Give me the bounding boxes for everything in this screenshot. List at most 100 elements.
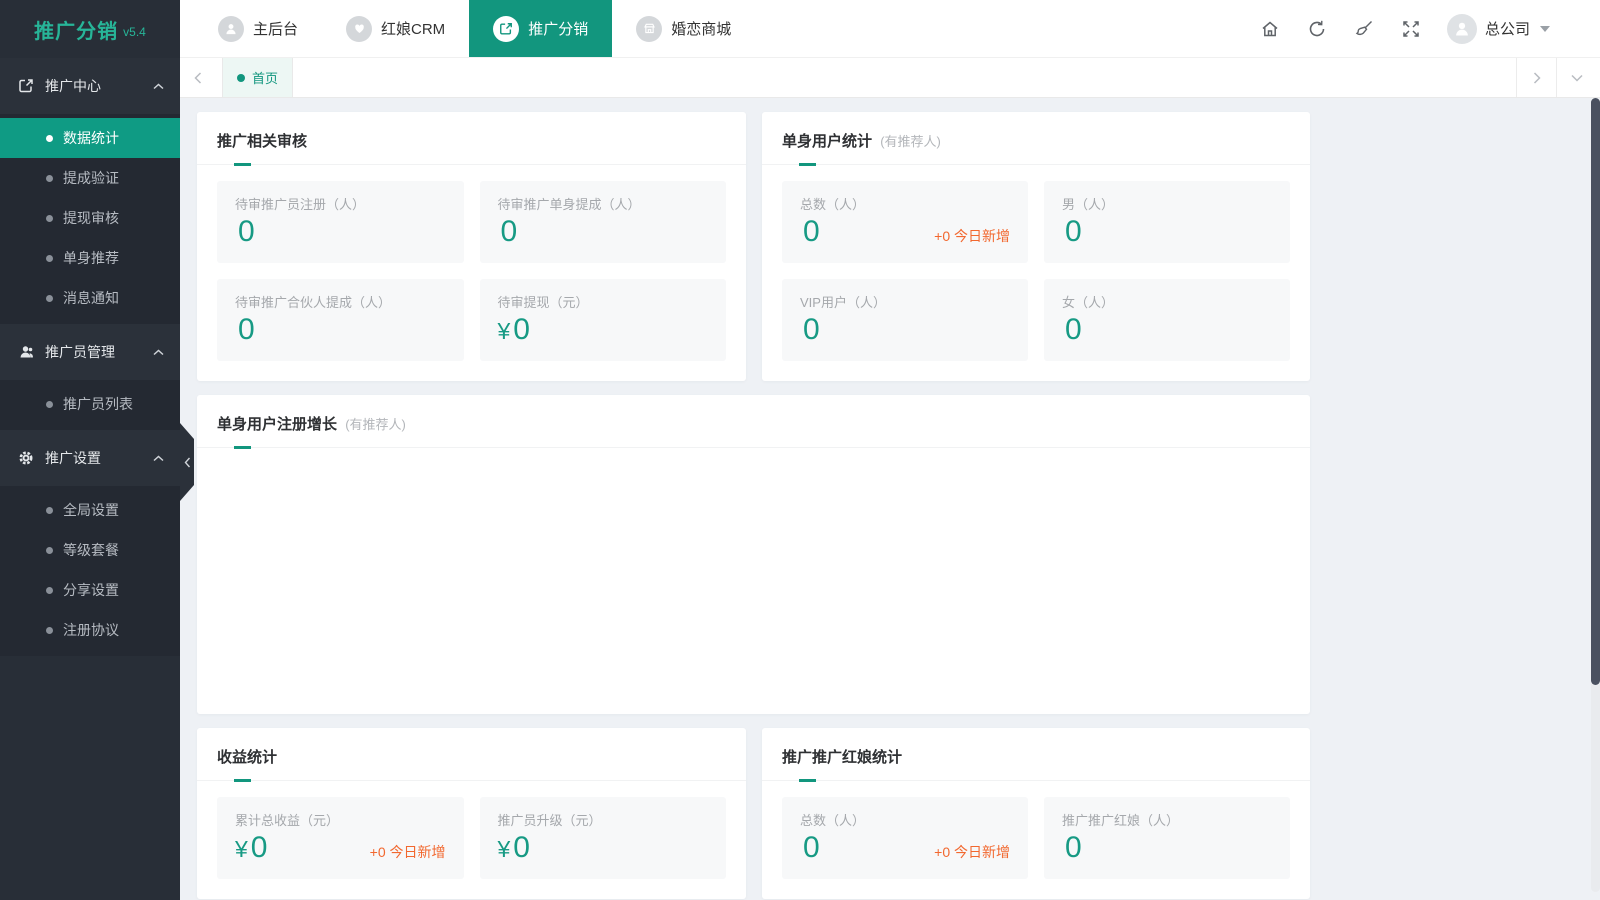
user-name: 总公司 — [1484, 21, 1530, 38]
bullet-icon — [46, 546, 53, 554]
stat-label: 推广推广红娘（人） — [1062, 813, 1180, 828]
sidebar-item-label: 注册协议 — [63, 622, 119, 638]
header-actions: 总公司 — [1259, 0, 1600, 57]
home-icon[interactable] — [1259, 18, 1281, 40]
card-title: 推广推广红娘统计 — [762, 728, 1310, 782]
stat-value: ¥0 — [497, 313, 530, 346]
scrollbar-thumb[interactable] — [1591, 98, 1600, 685]
tab-bar-controls — [1516, 58, 1600, 97]
fullscreen-icon[interactable] — [1400, 18, 1422, 40]
nav-tab-matchmaker-crm[interactable]: 红娘CRM — [322, 0, 469, 57]
nav-tab-label: 婚恋商城 — [671, 21, 732, 38]
stat-label: 女（人） — [1062, 295, 1115, 310]
sidebar-item-label: 单身推荐 — [63, 250, 119, 266]
bullet-icon — [46, 626, 53, 634]
stat-value: 0 — [500, 215, 518, 248]
sidebar-item-message-notice[interactable]: 消息通知 — [0, 278, 180, 318]
card-title-text: 单身用户注册增长 — [217, 416, 338, 433]
share-icon — [18, 78, 34, 94]
card-title-text: 收益统计 — [217, 749, 278, 766]
stat-label: 总数（人） — [800, 197, 866, 212]
stat-total-income: 累计总收益（元） ¥0 +0 今日新增 — [217, 797, 464, 879]
stat-value: 0 — [803, 215, 820, 248]
sidebar-item-share-settings[interactable]: 分享设置 — [0, 570, 180, 610]
card-subtitle: (有推荐人) — [880, 134, 941, 149]
sidebar-section-promotion-settings[interactable]: 推广设置 — [0, 430, 180, 486]
bullet-icon — [46, 294, 53, 302]
stat-label: 待审提现（元） — [497, 295, 589, 310]
nav-tab-main-admin[interactable]: 主后台 — [194, 0, 322, 57]
card-single-user-stats: 单身用户统计 (有推荐人) 总数（人） 0 +0 今日新增 男（人） 0 — [762, 112, 1310, 381]
sidebar-item-promoter-list[interactable]: 推广员列表 — [0, 384, 180, 424]
sidebar-item-commission-verify[interactable]: 提成验证 — [0, 158, 180, 198]
top-header: 主后台 红娘CRM 推广分销 婚恋商城 — [180, 0, 1600, 58]
sidebar-section-promotion-center[interactable]: 推广中心 — [0, 58, 180, 114]
stat-pending-partner-commission: 待审推广合伙人提成（人） 0 — [217, 279, 464, 361]
chevron-down-icon[interactable] — [1556, 58, 1596, 97]
stat-label: 待审推广员注册（人） — [235, 197, 366, 212]
sidebar-item-label: 推广员列表 — [63, 396, 133, 412]
card-title-text: 推广相关审核 — [217, 133, 308, 150]
card-title-text: 单身用户统计 — [782, 133, 873, 150]
card-review: 推广相关审核 待审推广员注册（人） 0 待审推广单身提成（人） 0 待审推广合伙… — [197, 112, 746, 381]
stat-label: 男（人） — [1062, 197, 1115, 212]
active-dot-icon — [237, 73, 245, 82]
sidebar-item-global-settings[interactable]: 全局设置 — [0, 490, 180, 530]
app-title: 推广分销 — [34, 20, 119, 43]
stat-single-female: 女（人） 0 — [1044, 279, 1290, 361]
sidebar-item-data-stats[interactable]: 数据统计 — [0, 118, 180, 158]
sidebar-item-level-package[interactable]: 等级套餐 — [0, 530, 180, 570]
tab-home-label: 首页 — [252, 71, 279, 86]
card-title: 单身用户统计 (有推荐人) — [762, 112, 1310, 166]
stat-label: 待审推广合伙人提成（人） — [235, 295, 392, 310]
scrollbar-track[interactable] — [1591, 98, 1600, 892]
stat-value: 0 — [238, 215, 255, 248]
stat-today-increase: +0 今日新增 — [934, 844, 1010, 860]
chevron-right-icon[interactable] — [1516, 58, 1556, 97]
app-version: v5.4 — [123, 24, 146, 39]
card-subtitle: (有推荐人) — [345, 417, 406, 432]
stat-value: 0 — [238, 313, 255, 346]
sidebar-section-label: 推广员管理 — [45, 344, 115, 360]
stat-single-total: 总数（人） 0 +0 今日新增 — [782, 181, 1028, 263]
bullet-icon — [46, 174, 53, 182]
sidebar: 推广分销 v5.4 推广中心 数据统计 提成验证 提现审核 单身推 — [0, 0, 180, 900]
stat-label: VIP用户（人） — [800, 295, 886, 310]
sidebar-item-withdraw-review[interactable]: 提现审核 — [0, 198, 180, 238]
stat-label: 总数（人） — [800, 813, 866, 828]
sidebar-item-register-agreement[interactable]: 注册协议 — [0, 610, 180, 650]
bullet-icon — [46, 214, 53, 222]
tab-home[interactable]: 首页 — [222, 58, 294, 97]
card-title: 收益统计 — [197, 728, 746, 782]
main-content: 推广相关审核 待审推广员注册（人） 0 待审推广单身提成（人） 0 待审推广合伙… — [180, 98, 1600, 900]
sidebar-item-single-recommend[interactable]: 单身推荐 — [0, 238, 180, 278]
stat-value: 0 — [1065, 313, 1082, 346]
heart-icon — [346, 15, 373, 42]
user-menu[interactable]: 总公司 — [1446, 13, 1550, 44]
chevron-up-icon — [153, 82, 164, 90]
submenu-promotion-settings: 全局设置 等级套餐 分享设置 注册协议 — [0, 486, 180, 656]
nav-tab-marriage-mall[interactable]: 婚恋商城 — [612, 0, 755, 57]
avatar — [1446, 13, 1477, 44]
card-matchmaker-stats: 推广推广红娘统计 总数（人） 0 +0 今日新增 推广推广红娘（人） 0 — [762, 728, 1310, 899]
stat-value: 0 — [803, 831, 820, 864]
sidebar-item-label: 提现审核 — [63, 210, 119, 226]
stat-pending-withdraw: 待审提现（元） ¥0 — [479, 279, 726, 361]
stat-label: 累计总收益（元） — [235, 813, 340, 828]
sidebar-collapse-handle[interactable] — [180, 423, 194, 501]
stat-today-increase: +0 今日新增 — [934, 228, 1010, 244]
sidebar-section-promoter-management[interactable]: 推广员管理 — [0, 324, 180, 380]
refresh-icon[interactable] — [1306, 18, 1328, 40]
nav-tab-promotion[interactable]: 推广分销 — [469, 0, 613, 57]
growth-chart-area — [197, 448, 1310, 714]
sidebar-item-label: 提成验证 — [63, 170, 119, 186]
stat-value: 0 — [803, 313, 820, 346]
bullet-icon — [46, 506, 53, 514]
sidebar-item-label: 分享设置 — [63, 582, 119, 598]
chevron-up-icon — [153, 348, 164, 356]
stat-value: ¥0 — [235, 831, 268, 864]
stat-value: 0 — [1065, 215, 1082, 248]
app-switcher: 主后台 红娘CRM 推广分销 婚恋商城 — [180, 0, 755, 57]
brush-icon[interactable] — [1353, 18, 1375, 40]
chevron-left-icon[interactable] — [180, 58, 216, 97]
